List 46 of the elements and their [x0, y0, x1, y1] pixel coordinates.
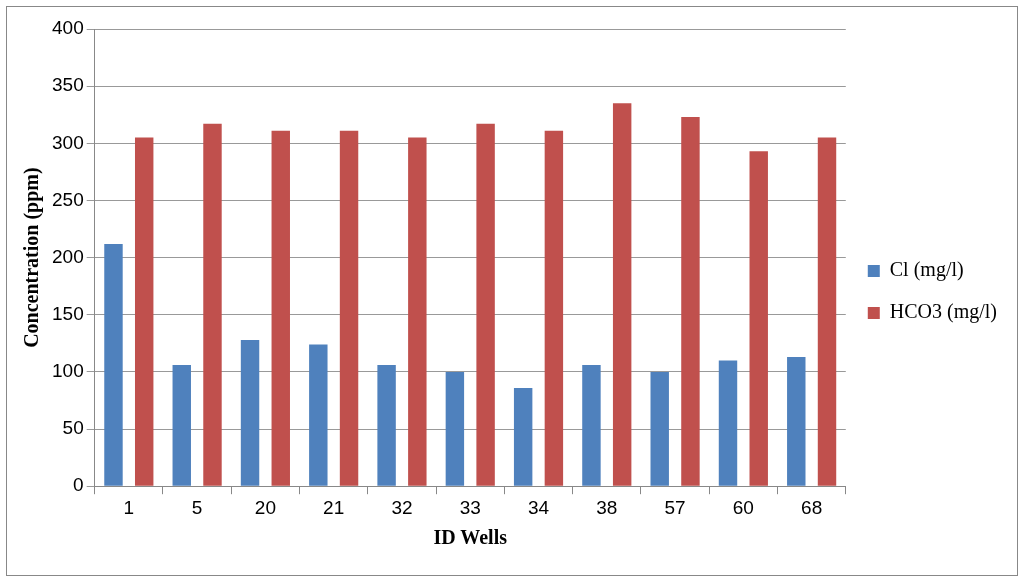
bar [787, 357, 806, 486]
x-tick-label: 57 [664, 496, 686, 518]
bar [476, 123, 495, 486]
y-tick-label: 50 [62, 417, 84, 439]
bar [612, 103, 632, 486]
bar [377, 365, 396, 486]
x-tick-label: 38 [596, 496, 618, 518]
bar [104, 243, 123, 486]
bar [339, 130, 359, 486]
x-tick-label: 60 [732, 496, 754, 518]
bar [309, 344, 328, 486]
bar [172, 365, 191, 486]
x-tick-label: 32 [391, 496, 413, 518]
legend-label: Cl (mg/l) [889, 258, 964, 282]
x-tick-label: 68 [801, 496, 823, 518]
x-axis-title: ID Wells [433, 526, 508, 549]
bar [718, 360, 738, 486]
bar [681, 117, 700, 486]
y-tick-label: 150 [52, 302, 84, 324]
x-tick-label: 34 [527, 496, 550, 518]
bar [513, 387, 533, 486]
x-tick-label: 21 [323, 496, 345, 518]
y-tick-label: 300 [52, 131, 84, 153]
bar [134, 137, 154, 486]
bar [203, 123, 222, 486]
y-tick-label: 200 [52, 245, 84, 267]
legend-label: HCO3 (mg/l) [889, 300, 997, 324]
x-tick-label: 1 [123, 496, 135, 518]
x-tick-label: 33 [459, 496, 481, 518]
y-axis-title: Concentration (ppm) [20, 167, 44, 348]
bar [650, 371, 669, 486]
y-tick-label: 400 [52, 17, 84, 39]
y-tick-label: 350 [52, 74, 84, 96]
x-tick-label: 20 [254, 496, 276, 518]
bar [445, 371, 465, 486]
bar [817, 137, 837, 486]
bar [408, 137, 427, 486]
x-tick-label: 5 [191, 496, 203, 518]
y-tick-label: 0 [73, 474, 84, 496]
y-tick-label: 100 [52, 360, 84, 382]
bar [240, 339, 260, 486]
y-tick-label: 250 [52, 188, 84, 210]
bar [271, 130, 290, 486]
bar [544, 130, 564, 486]
bar [582, 365, 601, 486]
bar [749, 151, 768, 486]
